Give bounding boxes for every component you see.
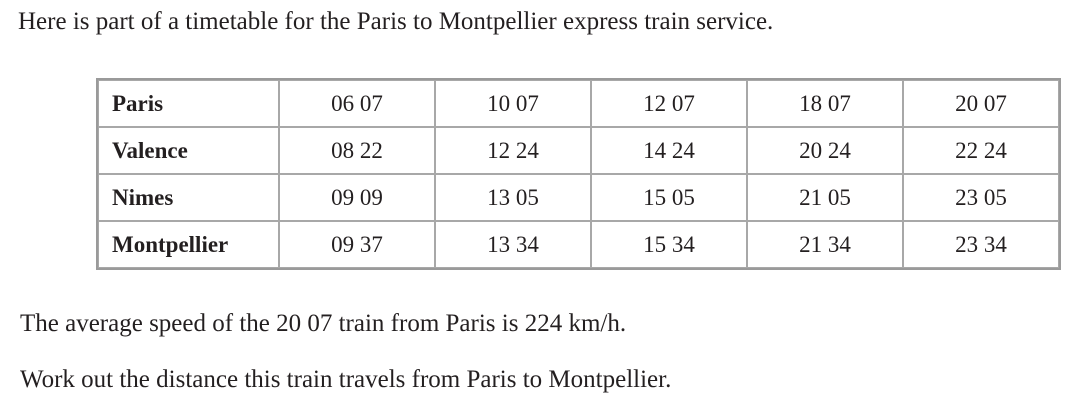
time-cell: 21 05	[747, 174, 903, 221]
time-cell: 20 07	[903, 80, 1059, 127]
intro-text: Here is part of a timetable for the Pari…	[18, 8, 774, 35]
time-cell: 22 24	[903, 127, 1059, 174]
time-cell: 09 09	[279, 174, 435, 221]
table-row: Nimes 09 09 13 05 15 05 21 05 23 05	[98, 174, 1059, 221]
station-cell: Paris	[98, 80, 279, 127]
time-cell: 20 24	[747, 127, 903, 174]
time-cell: 12 07	[591, 80, 747, 127]
table-row: Valence 08 22 12 24 14 24 20 24 22 24	[98, 127, 1059, 174]
time-cell: 08 22	[279, 127, 435, 174]
time-cell: 10 07	[435, 80, 591, 127]
time-cell: 23 34	[903, 221, 1059, 268]
time-cell: 23 05	[903, 174, 1059, 221]
time-cell: 18 07	[747, 80, 903, 127]
time-cell: 14 24	[591, 127, 747, 174]
time-cell: 09 37	[279, 221, 435, 268]
table-row: Paris 06 07 10 07 12 07 18 07 20 07	[98, 80, 1059, 127]
question-text: The average speed of the 20 07 train fro…	[20, 310, 627, 337]
question-text: Work out the distance this train travels…	[20, 366, 672, 393]
station-cell: Valence	[98, 127, 279, 174]
time-cell: 15 34	[591, 221, 747, 268]
table-row: Montpellier 09 37 13 34 15 34 21 34 23 34	[98, 221, 1059, 268]
time-cell: 15 05	[591, 174, 747, 221]
timetable: Paris 06 07 10 07 12 07 18 07 20 07 Valence 08 …	[96, 78, 1061, 270]
time-cell: 13 05	[435, 174, 591, 221]
time-cell: 12 24	[435, 127, 591, 174]
time-cell: 06 07	[279, 80, 435, 127]
time-cell: 21 34	[747, 221, 903, 268]
time-cell: 13 34	[435, 221, 591, 268]
station-cell: Montpellier	[98, 221, 279, 268]
station-cell: Nimes	[98, 174, 279, 221]
